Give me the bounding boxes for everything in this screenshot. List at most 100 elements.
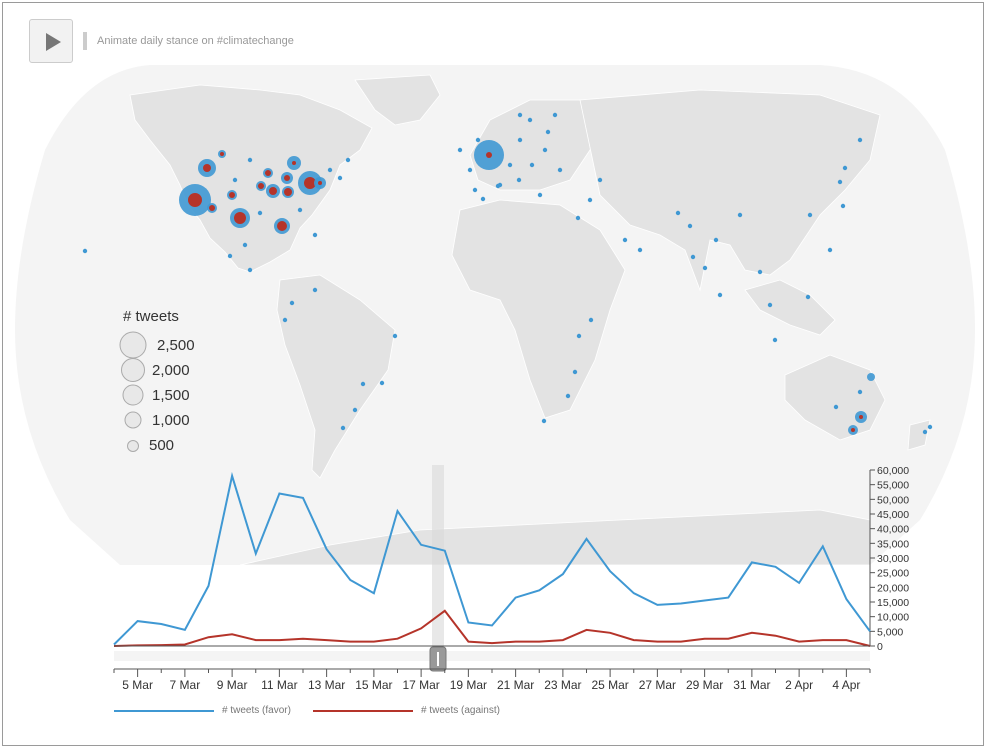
tweet-dot-favor xyxy=(922,429,928,435)
tweet-dot-against xyxy=(203,164,211,172)
time-slider[interactable] xyxy=(114,646,870,672)
tweet-dot-favor xyxy=(289,300,295,306)
tweet-dot-favor xyxy=(345,157,351,163)
tweet-dot-against xyxy=(284,188,292,196)
x-tick-label: 21 Mar xyxy=(497,678,534,692)
tweet-dot-favor xyxy=(475,137,481,143)
tweet-dot-favor xyxy=(757,269,763,275)
x-tick-label: 2 Apr xyxy=(785,678,813,692)
play-button[interactable] xyxy=(29,19,73,63)
tweet-dot-favor xyxy=(517,137,523,143)
tweet-dot-favor xyxy=(687,223,693,229)
size-legend: # tweets 2,500 2,000 1,500 1,000 500 xyxy=(119,308,195,454)
tweet-dot-favor xyxy=(517,112,523,118)
tweet-dot-against xyxy=(859,415,863,419)
tweet-dot-favor xyxy=(312,287,318,293)
tweet-dot-favor xyxy=(867,373,875,381)
legend-circle-1000 xyxy=(124,411,142,429)
tweet-dot-favor xyxy=(572,369,578,375)
tweet-dots xyxy=(82,112,933,435)
land-north-america xyxy=(129,84,373,273)
x-tick-label: 23 Mar xyxy=(544,678,581,692)
tweet-dot-favor xyxy=(637,247,643,253)
tweet-dot-favor xyxy=(457,147,463,153)
tweet-dot-favor xyxy=(857,137,863,143)
tweet-dot-favor xyxy=(545,129,551,135)
tweet-dot-favor xyxy=(827,247,833,253)
legend-label: 1,500 xyxy=(152,387,190,404)
legend-label-favor: # tweets (favor) xyxy=(222,705,291,716)
tweet-dot-favor xyxy=(227,253,233,259)
x-tick-label: 15 Mar xyxy=(355,678,392,692)
tweet-dot-favor xyxy=(842,165,848,171)
tweet-dot-favor xyxy=(379,380,385,386)
tweet-dot-against xyxy=(220,152,224,156)
tweet-dot-favor xyxy=(247,267,253,273)
label-separator xyxy=(83,32,87,50)
tweet-dot-against xyxy=(209,205,215,211)
legend-label: 2,000 xyxy=(152,362,190,379)
tweet-dot-favor xyxy=(282,317,288,323)
tweet-dot-favor xyxy=(717,292,723,298)
y-tick-label: 20,000 xyxy=(877,582,909,594)
tweet-dot-favor xyxy=(597,177,603,183)
tweet-dot-against xyxy=(229,192,235,198)
land-africa xyxy=(451,199,626,419)
tweet-dot-favor xyxy=(767,302,773,308)
tweet-dot-favor xyxy=(575,215,581,221)
slider-track-bg xyxy=(114,651,870,661)
tweet-dot-against xyxy=(188,193,202,207)
tweet-dot-favor xyxy=(807,212,813,218)
tweet-dot-favor xyxy=(529,162,535,168)
tweet-dot-favor xyxy=(675,210,681,216)
land-greenland xyxy=(354,74,441,126)
tweet-dot-favor xyxy=(537,192,543,198)
x-tick-label: 17 Mar xyxy=(402,678,439,692)
y-axis: 0 5,000 10,000 15,000 20,000 25,000 30,000 35,0… xyxy=(869,465,909,653)
tweet-dot-favor xyxy=(622,237,628,243)
y-tick-label: 25,000 xyxy=(877,568,909,580)
tweet-dot-against xyxy=(234,212,246,224)
legend-label: 500 xyxy=(149,437,174,454)
tweet-dot-against xyxy=(258,183,264,189)
tweet-dot-favor xyxy=(257,210,263,216)
x-tick-label: 27 Mar xyxy=(639,678,676,692)
legend-label: 2,500 xyxy=(157,337,195,354)
tweet-dot-favor xyxy=(690,254,696,260)
x-tick-label: 31 Mar xyxy=(733,678,770,692)
tweet-dot-favor xyxy=(340,425,346,431)
x-tick-label: 11 Mar xyxy=(261,678,297,692)
land-masses xyxy=(129,74,931,566)
tweets-line-chart: 0 5,000 10,000 15,000 20,000 25,000 30,000 35,0… xyxy=(113,465,909,716)
chart-legend: # tweets (favor) # tweets (against) xyxy=(114,705,500,716)
legend-title: # tweets xyxy=(123,308,179,325)
tweet-dot-against xyxy=(269,187,277,195)
tweet-dot-favor xyxy=(587,197,593,203)
animate-label: Animate daily stance on #climatechange xyxy=(97,35,294,47)
tweet-dot-favor xyxy=(542,147,548,153)
x-tick-label: 5 Mar xyxy=(122,678,153,692)
tweet-dot-favor xyxy=(297,207,303,213)
tweet-dot-favor xyxy=(576,333,582,339)
x-tick-label: 29 Mar xyxy=(686,678,723,692)
tweet-dot-favor xyxy=(392,333,398,339)
x-tick-label: 4 Apr xyxy=(832,678,860,692)
land-new-zealand xyxy=(907,419,931,451)
tweet-dot-favor xyxy=(805,294,811,300)
y-tick-label: 0 xyxy=(877,641,883,653)
y-tick-label: 10,000 xyxy=(877,612,909,624)
x-tick-label: 7 Mar xyxy=(170,678,201,692)
land-south-america xyxy=(276,274,396,479)
tweet-dot-against xyxy=(292,161,296,165)
tweet-dot-favor xyxy=(833,404,839,410)
legend-circle-2000 xyxy=(121,358,145,382)
y-tick-label: 40,000 xyxy=(877,524,909,536)
x-axis: 5 Mar 7 Mar 9 Mar 11 Mar 13 Mar 15 Mar 17 Mar 1… xyxy=(113,668,871,692)
y-tick-label: 30,000 xyxy=(877,553,909,565)
y-tick-label: 50,000 xyxy=(877,494,909,506)
tweet-dot-against xyxy=(851,428,855,432)
x-tick-label: 13 Mar xyxy=(308,678,345,692)
land-europe xyxy=(469,99,601,191)
legend-label: 1,000 xyxy=(152,412,190,429)
